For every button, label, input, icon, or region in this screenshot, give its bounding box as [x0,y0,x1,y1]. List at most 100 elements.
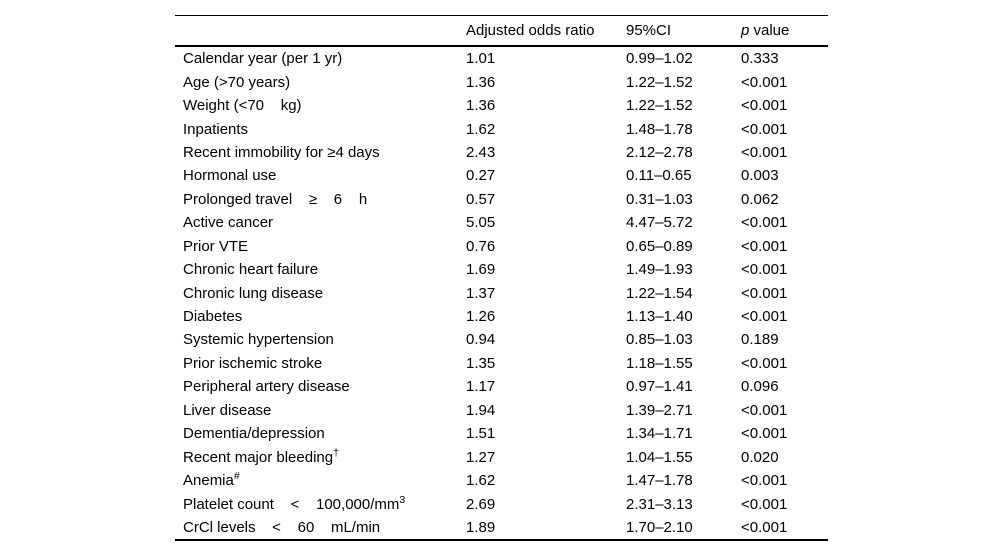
ci-cell: 2.31–3.13 [626,495,693,513]
table-body: Calendar year (per 1 yr) 1.01 0.99–1.02 … [175,46,828,540]
table-row: Prolonged travel ≥ 6 h 0.57 0.31–1.03 0.… [175,188,828,211]
risk-factor-label: Diabetes [183,308,243,326]
adjusted-odds-ratio-cell: 1.94 [466,401,496,419]
risk-factor-label: Dementia/depression [183,425,325,443]
risk-factor-label: Weight (<70 kg) [183,97,302,115]
risk-factor-label: Hormonal use [183,167,277,185]
risk-factor-label: Chronic lung disease [183,284,324,302]
table-row: Weight (<70 kg) 1.36 1.22–1.52 <0.001 [175,94,828,117]
header-p-value: p value [741,16,828,47]
adjusted-odds-ratio-cell: 1.51 [466,425,496,443]
table-row: Chronic heart failure 1.69 1.49–1.93 <0.… [175,258,828,281]
p-value-label-rest: value [749,22,790,39]
adjusted-odds-ratio-cell: 0.57 [466,190,496,208]
ci-cell: 1.47–1.78 [626,472,693,490]
risk-factor-cell: Prolonged travel ≥ 6 h [175,188,466,211]
ci-cell: 0.65–0.89 [626,237,693,255]
adjusted-odds-ratio-cell: 1.36 [466,73,496,91]
p-value-cell: <0.001 [741,237,788,255]
adjusted-odds-ratio-cell: 1.37 [466,284,496,302]
p-value-cell: <0.001 [741,97,788,115]
p-value-cell: <0.001 [741,214,788,232]
adjusted-odds-ratio-cell: 0.27 [466,167,496,185]
ci-cell: 1.70–2.10 [626,518,693,536]
risk-factor-cell: Systemic hypertension [175,328,466,351]
ci-cell: 1.18–1.55 [626,354,693,372]
table-row: Age (>70 years) 1.36 1.22–1.52 <0.001 [175,70,828,93]
p-value-cell: 0.062 [741,190,779,208]
ci-cell: 1.39–2.71 [626,401,693,419]
risk-factor-label: CrCl levels < 60 mL/min [183,518,381,536]
adjusted-odds-ratio-cell: 2.69 [466,495,496,513]
p-value-cell: <0.001 [741,472,788,490]
risk-factor-cell: Anemia# [175,469,466,492]
table-row: Recent immobility for ≥4 days 2.43 2.12–… [175,141,828,164]
risk-factor-cell: Chronic lung disease [175,281,466,304]
risk-factor-label: Platelet count < 100,000/mm [183,495,400,513]
ci-cell: 0.11–0.65 [626,167,692,185]
ci-cell: 1.34–1.71 [626,425,693,443]
risk-factor-cell: Hormonal use [175,164,466,187]
risk-factor-cell: Active cancer [175,211,466,234]
risk-factor-cell: Calendar year (per 1 yr) [175,46,466,70]
risk-factor-label: Active cancer [183,214,274,232]
risk-factor-cell: Chronic heart failure [175,258,466,281]
table-row: Liver disease 1.94 1.39–2.71 <0.001 [175,399,828,422]
ci-cell: 4.47–5.72 [626,214,693,232]
adjusted-odds-ratio-cell: 1.35 [466,354,496,372]
odds-ratio-table: Adjusted odds ratio 95%CI p value Calend… [175,15,828,542]
risk-factor-label: Prior VTE [183,237,249,255]
p-value-cell: <0.001 [741,143,788,161]
ci-cell: 0.97–1.41 [626,378,693,396]
ci-cell: 0.31–1.03 [626,190,693,208]
adjusted-odds-ratio-cell: 1.17 [466,378,496,396]
adjusted-odds-ratio-cell: 1.69 [466,261,496,279]
risk-factor-cell: Diabetes [175,305,466,328]
p-value-cell: 0.020 [741,448,779,466]
table-row: Recent major bleeding† 1.27 1.04–1.55 0.… [175,445,828,468]
p-value-cell: 0.333 [741,50,779,68]
risk-factor-cell: Platelet count < 100,000/mm3 [175,492,466,515]
risk-factor-label: Prolonged travel ≥ 6 h [183,190,368,208]
ci-cell: 1.48–1.78 [626,120,693,138]
table-row: Peripheral artery disease 1.17 0.97–1.41… [175,375,828,398]
table-row: Hormonal use 0.27 0.11–0.65 0.003 [175,164,828,187]
p-value-cell: <0.001 [741,518,788,536]
risk-factor-cell: Dementia/depression [175,422,466,445]
p-value-cell: 0.003 [741,167,779,185]
risk-factor-label: Prior ischemic stroke [183,354,323,372]
adjusted-odds-ratio-cell: 1.26 [466,308,496,326]
p-value-cell: <0.001 [741,120,788,138]
risk-factor-label: Systemic hypertension [183,331,334,349]
footnote-marker: 3 [399,493,406,506]
ci-cell: 0.99–1.02 [626,50,693,68]
risk-factor-label: Recent major bleeding [183,448,334,466]
adjusted-odds-ratio-cell: 2.43 [466,143,496,161]
ci-cell: 1.49–1.93 [626,261,693,279]
table-row: Active cancer 5.05 4.47–5.72 <0.001 [175,211,828,234]
adjusted-odds-ratio-cell: 1.36 [466,97,496,115]
p-value-cell: <0.001 [741,308,788,326]
p-value-cell: <0.001 [741,354,788,372]
table-row: Diabetes 1.26 1.13–1.40 <0.001 [175,305,828,328]
risk-factor-label: Anemia [183,472,234,490]
adjusted-odds-ratio-cell: 0.76 [466,237,496,255]
table-row: Inpatients 1.62 1.48–1.78 <0.001 [175,117,828,140]
adjusted-odds-ratio-cell: 1.27 [466,448,496,466]
adjusted-odds-ratio-cell: 1.62 [466,120,496,138]
risk-factor-cell: Recent major bleeding† [175,445,466,468]
header-95ci: 95%CI [626,22,672,39]
adjusted-odds-ratio-cell: 1.01 [466,50,496,68]
table-row: Systemic hypertension 0.94 0.85–1.03 0.1… [175,328,828,351]
table-row: CrCl levels < 60 mL/min 1.89 1.70–2.10 <… [175,516,828,540]
risk-factor-cell: Prior VTE [175,235,466,258]
ci-cell: 1.22–1.52 [626,97,693,115]
p-value-cell: 0.189 [741,331,779,349]
risk-factor-label: Recent immobility for ≥4 days [183,143,380,161]
table-row: Prior VTE 0.76 0.65–0.89 <0.001 [175,235,828,258]
ci-cell: 2.12–2.78 [626,143,693,161]
footnote-marker: † [333,446,339,459]
risk-factor-cell: Recent immobility for ≥4 days [175,141,466,164]
table-row: Platelet count < 100,000/mm3 2.69 2.31–3… [175,492,828,515]
